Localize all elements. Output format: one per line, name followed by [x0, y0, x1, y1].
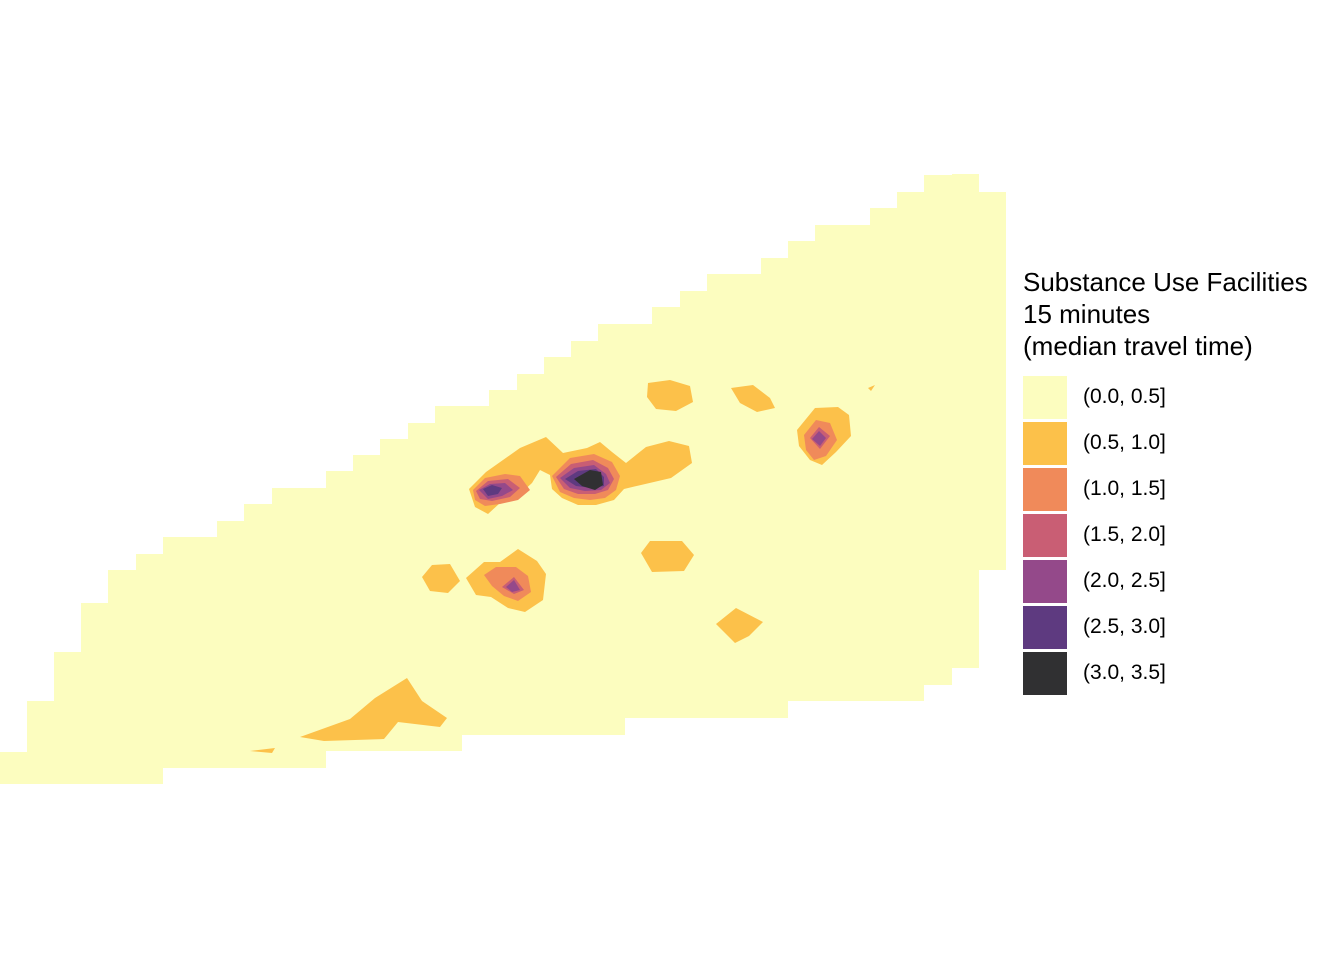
legend-item: (1.0, 1.5] [1023, 466, 1344, 512]
contour-polygon [716, 608, 763, 643]
legend-items: (0.0, 0.5] (0.5, 1.0] (1.0, 1.5] (1.5, 2… [1023, 374, 1344, 696]
contour-polygon [812, 431, 826, 446]
legend-item: (2.0, 2.5] [1023, 558, 1344, 604]
legend-label: (1.5, 2.0] [1083, 523, 1166, 546]
contour-band-6 [574, 470, 603, 490]
legend-swatch [1023, 605, 1067, 649]
legend: Substance Use Facilities 15 minutes (med… [1023, 266, 1344, 696]
legend-label: (2.0, 2.5] [1083, 569, 1166, 592]
legend-title-line: (median travel time) [1023, 331, 1253, 361]
legend-item: (2.5, 3.0] [1023, 604, 1344, 650]
legend-label: (0.0, 0.5] [1083, 385, 1166, 408]
contour-polygon [300, 678, 447, 741]
contour-polygon [250, 748, 275, 753]
legend-swatch [1023, 421, 1067, 465]
contour-polygon [868, 385, 875, 391]
legend-title: Substance Use Facilities 15 minutes (med… [1023, 266, 1344, 362]
legend-item: (1.5, 2.0] [1023, 512, 1344, 558]
legend-swatch [1023, 513, 1067, 557]
contour-polygon [647, 380, 693, 411]
legend-item: (3.0, 3.5] [1023, 650, 1344, 696]
legend-swatch [1023, 375, 1067, 419]
legend-label: (3.0, 3.5] [1083, 661, 1166, 684]
legend-title-line: 15 minutes [1023, 299, 1151, 329]
legend-swatch [1023, 651, 1067, 695]
legend-label: (1.0, 1.5] [1083, 477, 1166, 500]
legend-swatch [1023, 559, 1067, 603]
contour-polygon [641, 541, 694, 572]
contour-polygon [422, 564, 460, 593]
contour-polygon [731, 385, 775, 412]
legend-swatch [1023, 467, 1067, 511]
contour-polygon [574, 470, 603, 490]
contour-polygon [483, 485, 502, 496]
legend-item: (0.5, 1.0] [1023, 420, 1344, 466]
legend-label: (0.5, 1.0] [1083, 431, 1166, 454]
contour-polygon [506, 580, 520, 592]
legend-item: (0.0, 0.5] [1023, 374, 1344, 420]
legend-title-line: Substance Use Facilities [1023, 267, 1308, 297]
legend-label: (2.5, 3.0] [1083, 615, 1166, 638]
